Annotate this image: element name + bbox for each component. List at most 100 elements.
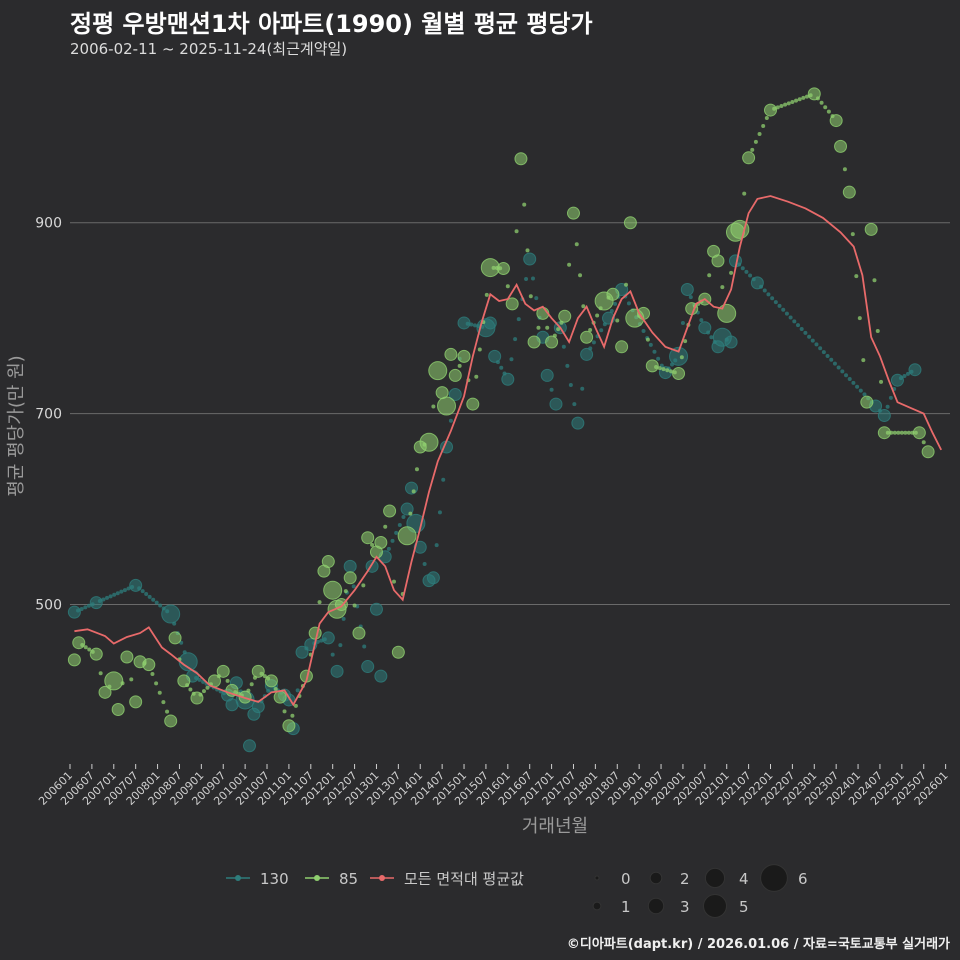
series-130-connector-dot	[626, 301, 631, 306]
series-130-connector-dot	[140, 589, 145, 594]
series-85-connector-dot	[899, 430, 904, 435]
series-130-connector-dot	[295, 688, 300, 693]
series-85-connector-dot	[157, 690, 162, 695]
series-130-connector-dot	[105, 595, 110, 600]
series-85-point	[72, 636, 86, 650]
series-85-point	[104, 671, 124, 691]
series-130-connector-dot	[151, 597, 156, 602]
series-130-connector-dot	[844, 373, 849, 378]
y-tick-label: 900	[35, 216, 62, 232]
series-85-connector-dot	[477, 347, 482, 352]
series-85-connector-dot	[624, 282, 629, 287]
series-85-connector-dot	[819, 100, 824, 105]
series-130-point	[413, 540, 427, 554]
series-85-connector-dot	[411, 489, 416, 494]
series-85-point	[177, 674, 191, 688]
size-legend-label: 1	[621, 898, 631, 916]
series-130-connector-dot	[351, 584, 356, 589]
series-130-point	[877, 409, 891, 423]
size-legend-label: 4	[739, 870, 749, 888]
series-85-connector-dot	[83, 645, 88, 650]
series-130-connector-dot	[86, 603, 91, 608]
series-85-connector-dot	[273, 686, 278, 691]
series-130-connector-dot	[652, 349, 657, 354]
series-130-connector-dot	[766, 292, 771, 297]
legend-average-swatch-dot	[379, 875, 385, 881]
series-130-connector-dot	[773, 300, 778, 305]
series-130-point	[129, 578, 143, 592]
series-85-connector-dot	[786, 101, 791, 106]
series-85-connector-dot	[794, 98, 799, 103]
series-85-connector-dot	[775, 105, 780, 110]
series-85-point	[273, 690, 287, 704]
series-130-connector-dot	[549, 387, 554, 392]
series-85-point	[323, 580, 343, 600]
series-85-connector-dot	[661, 367, 666, 372]
series-85-connector-dot	[567, 262, 572, 267]
series-130-connector-dot	[580, 386, 585, 391]
series-85-point	[343, 571, 357, 585]
series-85-point	[877, 426, 891, 440]
series-85-point	[645, 359, 659, 373]
series-130-connector-dot	[799, 327, 804, 332]
size-legend-marker	[704, 867, 726, 889]
series-130-connector-dot	[158, 603, 163, 608]
series-130-point	[540, 368, 554, 382]
average-line	[74, 195, 943, 707]
series-85-connector-dot	[414, 467, 419, 472]
series-85-connector-dot	[742, 191, 747, 196]
series-130-connector-dot	[795, 323, 800, 328]
series-130-point	[669, 346, 689, 366]
series-130-connector-dot	[362, 644, 367, 649]
series-130-connector-dot	[437, 510, 442, 515]
series-85-connector-dot	[249, 682, 254, 687]
series-85-connector-dot	[801, 95, 806, 100]
series-85-connector-dot	[536, 325, 541, 330]
series-130-connector-dot	[648, 342, 653, 347]
series-85-connector-dot	[205, 685, 210, 690]
series-130-point	[483, 316, 497, 330]
series-85-connector-dot	[683, 339, 688, 344]
series-85-connector-dot	[729, 270, 734, 275]
series-85-connector-dot	[679, 355, 684, 360]
series-130-point	[343, 559, 357, 573]
series-85-connector-dot	[262, 674, 267, 679]
legend-85-swatch-dot	[314, 875, 320, 881]
series-85-point	[829, 114, 843, 128]
series-130-connector-dot	[83, 605, 88, 610]
series-130-point	[330, 664, 344, 678]
size-legend-label: 2	[680, 870, 690, 888]
series-85-point	[672, 367, 686, 381]
series-85-connector-dot	[657, 366, 662, 371]
series-85-point	[437, 396, 457, 416]
series-130-point	[404, 481, 418, 495]
series-130-connector-dot	[568, 382, 573, 387]
series-130-point	[580, 347, 594, 361]
series-130-connector-dot	[144, 592, 149, 597]
series-130-connector-dot	[762, 288, 767, 293]
series-85-connector-dot	[317, 600, 322, 605]
series-85-connector-dot	[588, 328, 593, 333]
series-130-point	[724, 335, 738, 349]
series-85-point	[545, 335, 559, 349]
series-85-connector-dot	[783, 102, 788, 107]
series-130-connector-dot	[810, 338, 815, 343]
series-130-connector-dot	[825, 353, 830, 358]
series-85-connector-dot	[361, 583, 366, 588]
series-130-point	[571, 416, 585, 430]
series-85-point	[566, 206, 580, 220]
series-130-connector-dot	[534, 296, 539, 301]
series-85-connector-dot	[574, 242, 579, 247]
series-130-point	[369, 602, 383, 616]
series-85-point	[89, 647, 103, 661]
series-85-connector-dot	[790, 99, 795, 104]
series-85-connector-dot	[188, 687, 193, 692]
series-130-connector-dot	[108, 594, 113, 599]
series-130-point	[549, 397, 563, 411]
series-130-connector-dot	[807, 334, 812, 339]
series-85-connector-dot	[522, 202, 527, 207]
legend-85-label: 85	[339, 870, 358, 888]
series-130-point	[523, 252, 537, 266]
series-130-connector-dot	[788, 315, 793, 320]
